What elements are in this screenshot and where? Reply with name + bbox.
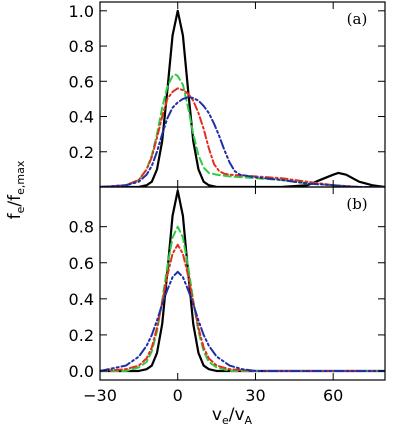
series-line-2: [100, 225, 385, 372]
y-tick-label: 0.4: [69, 108, 94, 127]
x-tick-label: 0: [173, 386, 183, 405]
y-tick-label: 0.8: [69, 218, 94, 237]
plot-frame: [99, 1, 386, 188]
series-line-2: [100, 73, 385, 187]
series-group: [100, 9, 385, 187]
panel-label: (a): [347, 10, 368, 28]
y-axis-label-main: f: [5, 212, 25, 219]
x-axis-label-sub2: A: [245, 414, 253, 427]
y-tick-label: 0.6: [69, 72, 94, 91]
series-line-4: [100, 270, 385, 372]
x-axis-label-main: v: [212, 405, 222, 425]
y-tick-label: 1.0: [69, 2, 94, 21]
y-axis-label-sep: /: [5, 201, 25, 207]
x-axis-label: ve/vA: [212, 405, 253, 427]
panel-a: 0.2 0.4 0.6 0.8 1.0 (a): [69, 1, 386, 188]
series-line-4: [100, 96, 385, 187]
y-tick-label: 0.2: [69, 326, 94, 345]
y-tick-label: 0.4: [69, 290, 94, 309]
y-tick-label: 0.2: [69, 143, 94, 162]
x-tick-label: 60: [323, 386, 343, 405]
series-line-1: [100, 189, 385, 373]
panel-label: (b): [346, 195, 367, 213]
y-tick-label: 0.0: [69, 362, 94, 381]
series-line-3: [100, 87, 385, 187]
y-axis-label-sub: e: [14, 206, 27, 213]
series-line-1: [100, 9, 385, 187]
y-axis-label-sub2: e,max: [14, 160, 27, 195]
plot-frame: [99, 186, 386, 381]
y-tick-label: 0.8: [69, 37, 94, 56]
x-axis-label-sub: e: [222, 414, 229, 427]
y-axis-label-main2: f: [5, 194, 25, 201]
y-tick-label: 0.6: [69, 254, 94, 273]
x-axis-label-sep: /: [229, 405, 235, 425]
y-axis-label: fe/fe,max: [5, 160, 27, 219]
series-group: [100, 189, 385, 373]
x-axis-label-main2: v: [234, 405, 244, 425]
x-tick-label: −30: [83, 386, 117, 405]
x-axis-tick-labels: −30 0 30 60: [83, 386, 343, 405]
x-tick-label: 30: [245, 386, 265, 405]
panel-b: 0.0 0.2 0.4 0.6 0.8 (b): [69, 186, 386, 381]
